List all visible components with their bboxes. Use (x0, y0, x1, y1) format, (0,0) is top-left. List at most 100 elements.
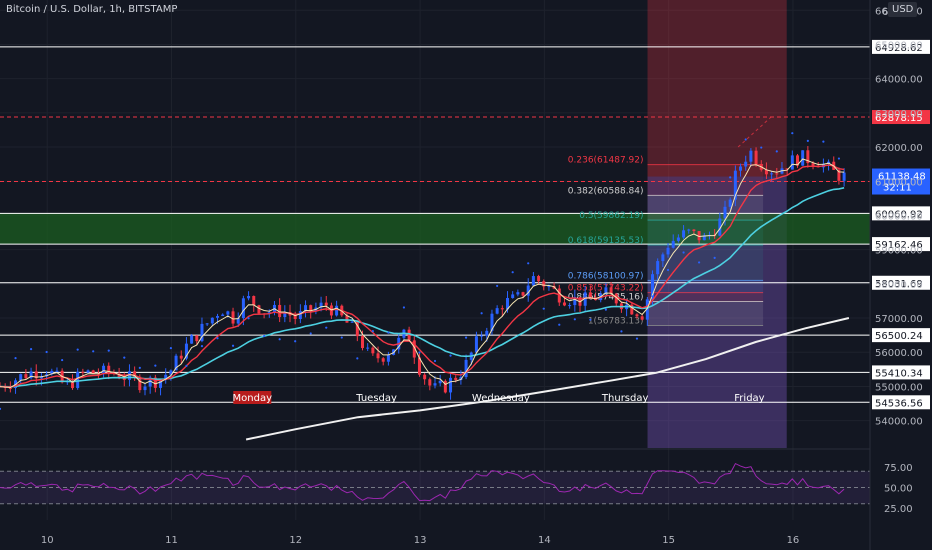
current-price-bg (872, 168, 930, 195)
ema-slow-line (0, 164, 845, 388)
candle-body (842, 172, 846, 181)
candle-body (29, 371, 33, 379)
candle-body (24, 374, 28, 379)
candle-body (164, 374, 168, 380)
candle-body (609, 287, 613, 294)
candle-body (127, 371, 131, 380)
ema-layer: Monday Tuesday Wednesday Thursday Friday (0, 132, 850, 441)
sar-dot (666, 268, 670, 272)
sar-dot (744, 138, 747, 141)
fib-label-6: 0.886(57485.16) (568, 292, 644, 302)
candle-body (573, 297, 577, 306)
candle-body (366, 347, 370, 349)
y-tick-label-1: 55000.00 (875, 382, 923, 393)
candle-body (796, 155, 799, 166)
candle-body (298, 311, 302, 320)
candle-body (257, 305, 261, 314)
candle-body (790, 155, 794, 170)
candle-body (216, 316, 219, 318)
x-tick-label-6: 16 (787, 535, 800, 546)
sar-dot (138, 366, 141, 369)
candle-body (19, 374, 23, 381)
candle-body (474, 336, 478, 353)
fib-label-3: 0.618(59135.53) (568, 236, 644, 246)
candle-body (76, 371, 80, 389)
candle-body (454, 377, 458, 381)
fib-band-0 (647, 164, 764, 196)
candle-body (371, 347, 375, 354)
candle-body (480, 335, 484, 337)
rsi-line (0, 462, 845, 502)
candle-body (511, 294, 515, 299)
candle-body (630, 304, 634, 315)
sar-dot (620, 330, 623, 333)
y-tick-label-7: 61000.00 (875, 177, 923, 188)
candle-body (304, 305, 308, 312)
candle-body (159, 379, 163, 388)
candle-body (656, 261, 660, 275)
weekday-label-1: Tuesday (355, 393, 397, 404)
fib-trend-line (737, 116, 772, 148)
candle-body (449, 377, 453, 393)
candle-body (226, 311, 230, 315)
candle-body (744, 161, 748, 167)
sar-dot (418, 351, 421, 354)
sar-dot (61, 358, 64, 362)
sar-dot (698, 261, 701, 264)
level-label-6: 56500.24 (875, 331, 923, 342)
candle-body (335, 305, 339, 316)
y-tick-label-5: 59000.00 (875, 246, 923, 257)
candle-body (278, 304, 282, 318)
sar-dot (651, 295, 654, 298)
y-tick-label-3: 57000.00 (875, 314, 923, 325)
fib-band-5 (647, 292, 764, 302)
sar-dot (387, 331, 390, 334)
weekday-label-3: Thursday (601, 393, 649, 404)
ema-long-line (245, 317, 850, 441)
candle-body (687, 229, 691, 231)
currency-badge[interactable]: USD (888, 2, 918, 17)
level-label-bg-3 (872, 206, 930, 221)
candle-body (138, 376, 142, 391)
sar-dot (775, 150, 778, 153)
candle-body (386, 354, 390, 362)
candle-body (39, 376, 43, 379)
candle-body (355, 321, 359, 337)
candle-body (775, 173, 779, 175)
candle-body (754, 150, 758, 165)
fib-label-4: 0.786(58100.97) (568, 271, 644, 281)
candle-body (117, 373, 121, 379)
candle-body (640, 316, 644, 320)
sar-dot (511, 271, 514, 274)
level-label-bg-4 (872, 237, 930, 252)
sar-dot (263, 334, 266, 338)
x-tick-label-3: 13 (414, 535, 427, 546)
candle-body (8, 387, 12, 389)
y-tick-label-4: 58000.00 (875, 280, 923, 291)
sar-dot (325, 326, 328, 329)
candle-body (200, 323, 204, 342)
candle-body (91, 370, 95, 374)
candle-body (588, 292, 592, 298)
x-tick-label-0: 10 (41, 535, 54, 546)
sar-dot (433, 359, 437, 363)
candle-body (443, 380, 447, 393)
candle-body (635, 314, 639, 317)
sar-dot (713, 256, 716, 259)
candle-body (102, 365, 106, 375)
x-tick-label-5: 15 (662, 535, 675, 546)
sar-dot (480, 312, 483, 315)
candle-body (81, 371, 85, 373)
candle-body (583, 292, 587, 306)
candle-body (516, 292, 520, 295)
y-tick-label-8: 62000.00 (875, 143, 923, 154)
candle-body (428, 379, 432, 386)
level-label-bg-1 (872, 110, 930, 125)
candle-body (210, 317, 214, 324)
candle-body (179, 355, 183, 359)
candle-body (381, 358, 385, 362)
sar-dot (635, 337, 639, 340)
candle-body (562, 302, 566, 306)
candle-body (651, 274, 654, 300)
